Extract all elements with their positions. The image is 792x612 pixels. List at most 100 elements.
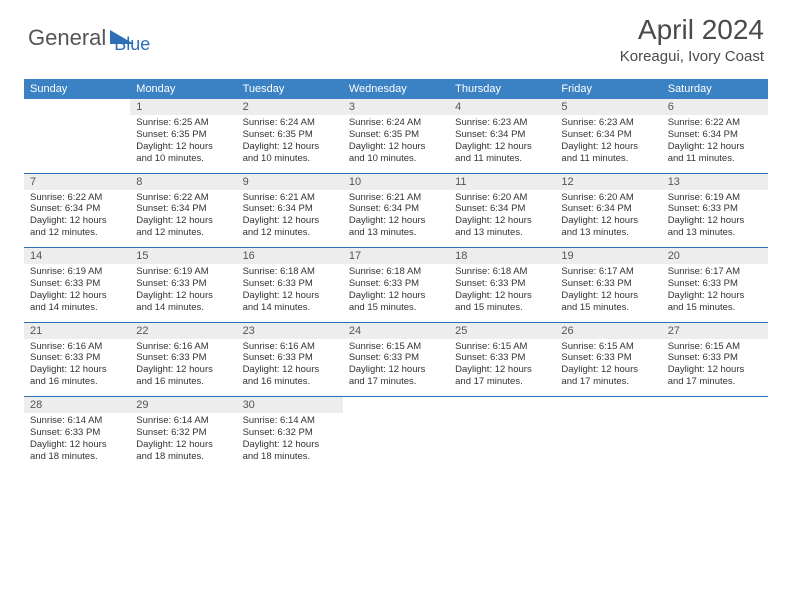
week-5-daynum-row: 282930 [24,397,768,414]
day-19-number: 19 [555,248,661,265]
day-18-number: 18 [449,248,555,265]
sunset-line: Sunset: 6:33 PM [30,278,100,289]
empty-cell [343,397,449,414]
daylight-line: Daylight: 12 hours and 15 minutes. [455,290,532,313]
day-header-thursday: Thursday [449,79,555,99]
header: General Blue April 2024 Koreagui, Ivory … [0,0,792,69]
sunrise-line: Sunrise: 6:22 AM [30,192,102,203]
sunrise-line: Sunrise: 6:19 AM [30,266,102,277]
day-20-details: Sunrise: 6:17 AMSunset: 6:33 PMDaylight:… [662,264,768,322]
day-30-details: Sunrise: 6:14 AMSunset: 6:32 PMDaylight:… [237,413,343,471]
day-12-number: 12 [555,173,661,190]
daylight-line: Daylight: 12 hours and 13 minutes. [668,215,745,238]
day-4-number: 4 [449,99,555,115]
day-16-details: Sunrise: 6:18 AMSunset: 6:33 PMDaylight:… [237,264,343,322]
sunset-line: Sunset: 6:34 PM [561,203,631,214]
week-3-daynum-row: 14151617181920 [24,248,768,265]
daylight-line: Daylight: 12 hours and 12 minutes. [30,215,107,238]
sunrise-line: Sunrise: 6:18 AM [243,266,315,277]
day-23-number: 23 [237,322,343,339]
sunset-line: Sunset: 6:35 PM [136,129,206,140]
day-7-details: Sunrise: 6:22 AMSunset: 6:34 PMDaylight:… [24,190,130,248]
day-header-tuesday: Tuesday [237,79,343,99]
day-21-number: 21 [24,322,130,339]
day-3-details: Sunrise: 6:24 AMSunset: 6:35 PMDaylight:… [343,115,449,173]
daylight-line: Daylight: 12 hours and 10 minutes. [243,141,320,164]
week-2-detail-row: Sunrise: 6:22 AMSunset: 6:34 PMDaylight:… [24,190,768,248]
sunset-line: Sunset: 6:35 PM [349,129,419,140]
sunrise-line: Sunrise: 6:24 AM [243,117,315,128]
sunrise-line: Sunrise: 6:16 AM [243,341,315,352]
sunrise-line: Sunrise: 6:20 AM [561,192,633,203]
sunset-line: Sunset: 6:32 PM [136,427,206,438]
day-15-number: 15 [130,248,236,265]
daylight-line: Daylight: 12 hours and 17 minutes. [668,364,745,387]
day-14-details: Sunrise: 6:19 AMSunset: 6:33 PMDaylight:… [24,264,130,322]
empty-cell [662,397,768,414]
day-13-number: 13 [662,173,768,190]
logo: General Blue [28,14,150,55]
sunset-line: Sunset: 6:34 PM [349,203,419,214]
empty-cell [449,397,555,414]
sunset-line: Sunset: 6:34 PM [561,129,631,140]
day-21-details: Sunrise: 6:16 AMSunset: 6:33 PMDaylight:… [24,339,130,397]
daylight-line: Daylight: 12 hours and 14 minutes. [243,290,320,313]
day-27-number: 27 [662,322,768,339]
sunset-line: Sunset: 6:34 PM [455,203,525,214]
day-8-number: 8 [130,173,236,190]
daylight-line: Daylight: 12 hours and 17 minutes. [561,364,638,387]
daylight-line: Daylight: 12 hours and 18 minutes. [243,439,320,462]
sunrise-line: Sunrise: 6:23 AM [455,117,527,128]
day-22-details: Sunrise: 6:16 AMSunset: 6:33 PMDaylight:… [130,339,236,397]
day-9-details: Sunrise: 6:21 AMSunset: 6:34 PMDaylight:… [237,190,343,248]
daylight-line: Daylight: 12 hours and 12 minutes. [243,215,320,238]
day-20-number: 20 [662,248,768,265]
daylight-line: Daylight: 12 hours and 12 minutes. [136,215,213,238]
sunset-line: Sunset: 6:33 PM [136,278,206,289]
day-18-details: Sunrise: 6:18 AMSunset: 6:33 PMDaylight:… [449,264,555,322]
daylight-line: Daylight: 12 hours and 17 minutes. [349,364,426,387]
sunset-line: Sunset: 6:33 PM [243,352,313,363]
day-19-details: Sunrise: 6:17 AMSunset: 6:33 PMDaylight:… [555,264,661,322]
day-5-number: 5 [555,99,661,115]
daylight-line: Daylight: 12 hours and 10 minutes. [136,141,213,164]
day-23-details: Sunrise: 6:16 AMSunset: 6:33 PMDaylight:… [237,339,343,397]
day-header-friday: Friday [555,79,661,99]
week-1-detail-row: Sunrise: 6:25 AMSunset: 6:35 PMDaylight:… [24,115,768,173]
month-title: April 2024 [620,14,764,46]
day-17-number: 17 [343,248,449,265]
day-header-monday: Monday [130,79,236,99]
day-28-number: 28 [24,397,130,414]
daylight-line: Daylight: 12 hours and 17 minutes. [455,364,532,387]
day-header-sunday: Sunday [24,79,130,99]
daylight-line: Daylight: 12 hours and 18 minutes. [136,439,213,462]
day-10-details: Sunrise: 6:21 AMSunset: 6:34 PMDaylight:… [343,190,449,248]
daylight-line: Daylight: 12 hours and 11 minutes. [561,141,638,164]
empty-cell [343,413,449,471]
day-25-number: 25 [449,322,555,339]
sunset-line: Sunset: 6:33 PM [668,278,738,289]
day-24-number: 24 [343,322,449,339]
day-22-number: 22 [130,322,236,339]
week-4-daynum-row: 21222324252627 [24,322,768,339]
daylight-line: Daylight: 12 hours and 16 minutes. [30,364,107,387]
sunset-line: Sunset: 6:34 PM [243,203,313,214]
day-17-details: Sunrise: 6:18 AMSunset: 6:33 PMDaylight:… [343,264,449,322]
sunrise-line: Sunrise: 6:14 AM [243,415,315,426]
day-header-saturday: Saturday [662,79,768,99]
day-14-number: 14 [24,248,130,265]
day-header-row: SundayMondayTuesdayWednesdayThursdayFrid… [24,79,768,99]
day-26-details: Sunrise: 6:15 AMSunset: 6:33 PMDaylight:… [555,339,661,397]
sunrise-line: Sunrise: 6:23 AM [561,117,633,128]
sunset-line: Sunset: 6:33 PM [668,203,738,214]
daylight-line: Daylight: 12 hours and 15 minutes. [561,290,638,313]
sunset-line: Sunset: 6:33 PM [561,352,631,363]
week-1-daynum-row: 123456 [24,99,768,115]
day-29-details: Sunrise: 6:14 AMSunset: 6:32 PMDaylight:… [130,413,236,471]
day-2-number: 2 [237,99,343,115]
location-label: Koreagui, Ivory Coast [620,48,764,65]
day-4-details: Sunrise: 6:23 AMSunset: 6:34 PMDaylight:… [449,115,555,173]
day-1-details: Sunrise: 6:25 AMSunset: 6:35 PMDaylight:… [130,115,236,173]
empty-cell [555,397,661,414]
sunrise-line: Sunrise: 6:18 AM [455,266,527,277]
